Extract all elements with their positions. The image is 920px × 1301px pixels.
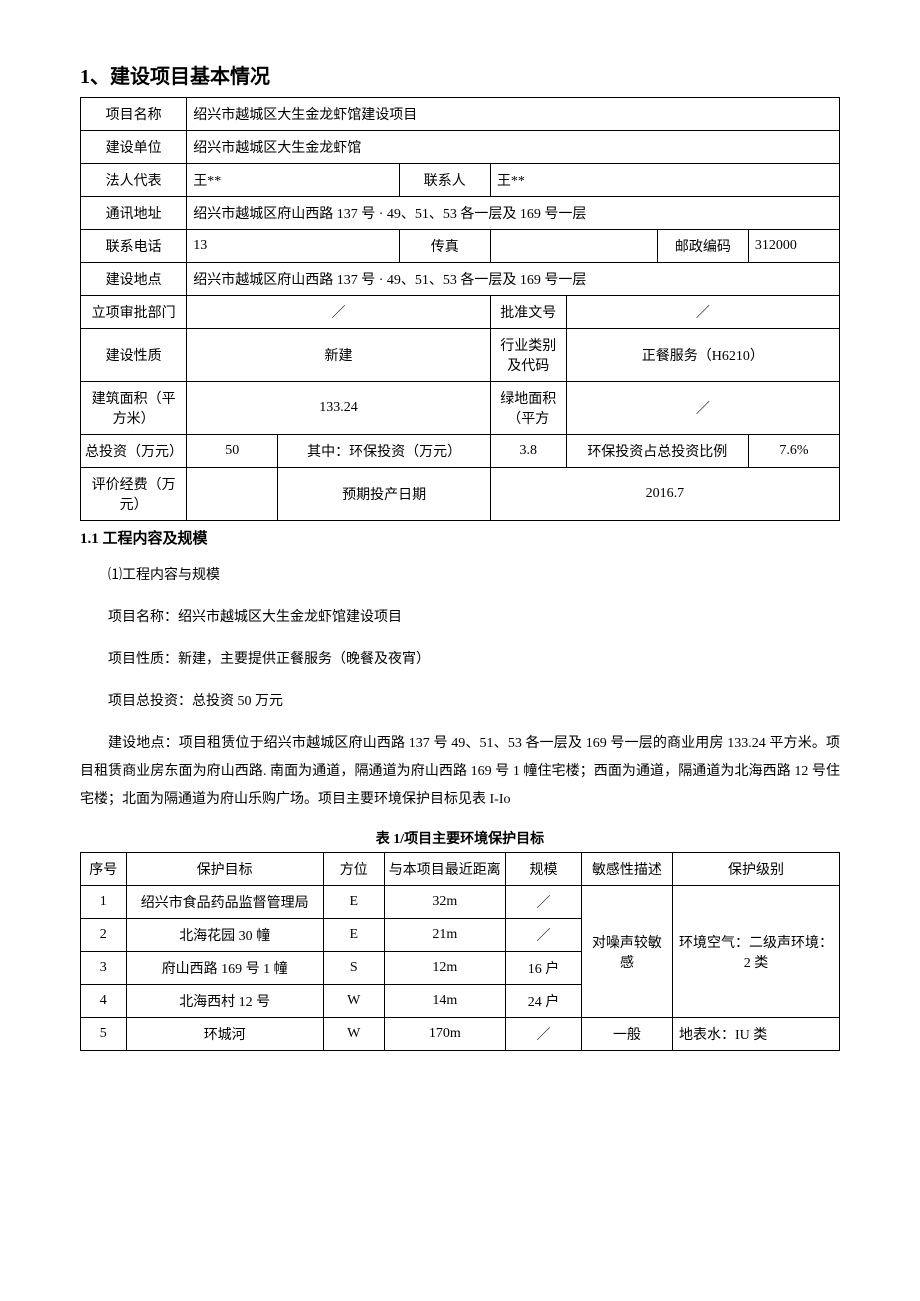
paragraph-5: 建设地点：项目租赁位于绍兴市越城区府山西路 137 号 49、51、53 各一层… <box>80 730 840 814</box>
value-address: 绍兴市越城区府山西路 137 号 · 49、51、53 各一层及 169 号一层 <box>187 197 840 230</box>
paragraph-2: 项目名称：绍兴市越城区大生金龙虾馆建设项目 <box>80 604 840 632</box>
value-approval-dept: ／ <box>187 296 491 329</box>
cell-seq: 4 <box>81 985 127 1018</box>
label-postcode: 邮政编码 <box>657 230 748 263</box>
cell-scale: ／ <box>506 919 582 952</box>
cell-target: 北海花园 30 幢 <box>126 919 323 952</box>
project-basic-info-table: 项目名称 绍兴市越城区大生金龙虾馆建设项目 建设单位 绍兴市越城区大生金龙虾馆 … <box>80 97 840 521</box>
cell-dir: W <box>323 1018 384 1051</box>
value-floor-area: 133.24 <box>187 382 491 435</box>
label-site: 建设地点 <box>81 263 187 296</box>
paragraph-4: 项目总投资：总投资 50 万元 <box>80 688 840 716</box>
cell-target: 环城河 <box>126 1018 323 1051</box>
cell-target: 北海西村 12 号 <box>126 985 323 1018</box>
cell-dir: E <box>323 919 384 952</box>
th-dir: 方位 <box>323 853 384 886</box>
cell-scale: 16 户 <box>506 952 582 985</box>
label-phone: 联系电话 <box>81 230 187 263</box>
cell-dist: 14m <box>384 985 505 1018</box>
label-eval-fee: 评价经费（万元） <box>81 468 187 521</box>
label-project-name: 项目名称 <box>81 98 187 131</box>
cell-dist: 32m <box>384 886 505 919</box>
th-dist: 与本项目最近距离 <box>384 853 505 886</box>
th-scale: 规模 <box>506 853 582 886</box>
label-approval-dept: 立项审批部门 <box>81 296 187 329</box>
cell-seq: 3 <box>81 952 127 985</box>
value-approval-no: ／ <box>566 296 839 329</box>
label-contact: 联系人 <box>399 164 490 197</box>
value-legal-rep: 王** <box>187 164 400 197</box>
cell-dir: E <box>323 886 384 919</box>
value-contact: 王** <box>490 164 839 197</box>
cell-scale: ／ <box>506 886 582 919</box>
cell-dir: W <box>323 985 384 1018</box>
cell-sens: 一般 <box>581 1018 672 1051</box>
paragraph-3: 项目性质：新建，主要提供正餐服务（晚餐及夜宵） <box>80 646 840 674</box>
cell-sens-group: 对噪声较敏感 <box>581 886 672 1018</box>
section-heading: 1、建设项目基本情况 <box>80 60 840 89</box>
cell-seq: 1 <box>81 886 127 919</box>
cell-dir: S <box>323 952 384 985</box>
th-target: 保护目标 <box>126 853 323 886</box>
label-fax: 传真 <box>399 230 490 263</box>
label-total-invest: 总投资（万元） <box>81 435 187 468</box>
cell-dist: 170m <box>384 1018 505 1051</box>
th-level: 保护级别 <box>672 853 839 886</box>
label-industry: 行业类别及代码 <box>490 329 566 382</box>
th-seq: 序号 <box>81 853 127 886</box>
label-address: 通讯地址 <box>81 197 187 230</box>
subsection-heading: 1.1 工程内容及规模 <box>80 527 840 548</box>
label-env-pct: 环保投资占总投资比例 <box>566 435 748 468</box>
label-approval-no: 批准文号 <box>490 296 566 329</box>
table-row: 1 绍兴市食品药品监督管理局 E 32m ／ 对噪声较敏感 环境空气：二级声环境… <box>81 886 840 919</box>
cell-scale: ／ <box>506 1018 582 1051</box>
value-industry: 正餐服务（H6210） <box>566 329 839 382</box>
label-legal-rep: 法人代表 <box>81 164 187 197</box>
cell-target: 府山西路 169 号 1 幢 <box>126 952 323 985</box>
label-env-invest: 其中：环保投资（万元） <box>278 435 491 468</box>
label-prod-date: 预期投产日期 <box>278 468 491 521</box>
cell-seq: 5 <box>81 1018 127 1051</box>
cell-seq: 2 <box>81 919 127 952</box>
cell-dist: 12m <box>384 952 505 985</box>
label-nature: 建设性质 <box>81 329 187 382</box>
value-env-pct: 7.6% <box>748 435 839 468</box>
th-sens: 敏感性描述 <box>581 853 672 886</box>
table2-caption: 表 1/项目主要环境保护目标 <box>80 828 840 848</box>
cell-level: 地表水：IU 类 <box>672 1018 839 1051</box>
value-fax <box>490 230 657 263</box>
value-total-invest: 50 <box>187 435 278 468</box>
value-site: 绍兴市越城区府山西路 137 号 · 49、51、53 各一层及 169 号一层 <box>187 263 840 296</box>
value-phone: 13 <box>187 230 400 263</box>
table-row: 5 环城河 W 170m ／ 一般 地表水：IU 类 <box>81 1018 840 1051</box>
value-builder: 绍兴市越城区大生金龙虾馆 <box>187 131 840 164</box>
env-targets-table: 序号 保护目标 方位 与本项目最近距离 规模 敏感性描述 保护级别 1 绍兴市食… <box>80 852 840 1051</box>
value-env-invest: 3.8 <box>490 435 566 468</box>
cell-dist: 21m <box>384 919 505 952</box>
value-postcode: 312000 <box>748 230 839 263</box>
value-prod-date: 2016.7 <box>490 468 839 521</box>
value-green-area: ／ <box>566 382 839 435</box>
cell-target: 绍兴市食品药品监督管理局 <box>126 886 323 919</box>
paragraph-1: ⑴工程内容与规模 <box>80 562 840 590</box>
label-builder: 建设单位 <box>81 131 187 164</box>
value-eval-fee <box>187 468 278 521</box>
value-project-name: 绍兴市越城区大生金龙虾馆建设项目 <box>187 98 840 131</box>
cell-scale: 24 户 <box>506 985 582 1018</box>
label-floor-area: 建筑面积（平方米） <box>81 382 187 435</box>
cell-level-group: 环境空气：二级声环境：2 类 <box>672 886 839 1018</box>
label-green-area: 绿地面积（平方 <box>490 382 566 435</box>
value-nature: 新建 <box>187 329 491 382</box>
